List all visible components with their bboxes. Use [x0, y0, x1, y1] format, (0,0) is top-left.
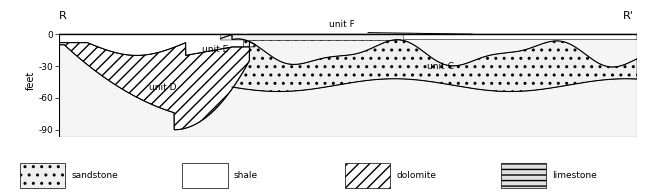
- Y-axis label: feet: feet: [25, 71, 35, 90]
- Text: limestone: limestone: [552, 171, 597, 180]
- Text: dolomite: dolomite: [396, 171, 437, 180]
- Text: sandstone: sandstone: [72, 171, 118, 180]
- Text: unit C: unit C: [427, 62, 454, 71]
- Text: R': R': [623, 11, 634, 21]
- Text: unit D: unit D: [149, 83, 176, 92]
- Text: unit E: unit E: [202, 44, 228, 54]
- Text: shale: shale: [234, 171, 258, 180]
- Text: unit F: unit F: [329, 20, 355, 29]
- Text: R: R: [58, 11, 66, 21]
